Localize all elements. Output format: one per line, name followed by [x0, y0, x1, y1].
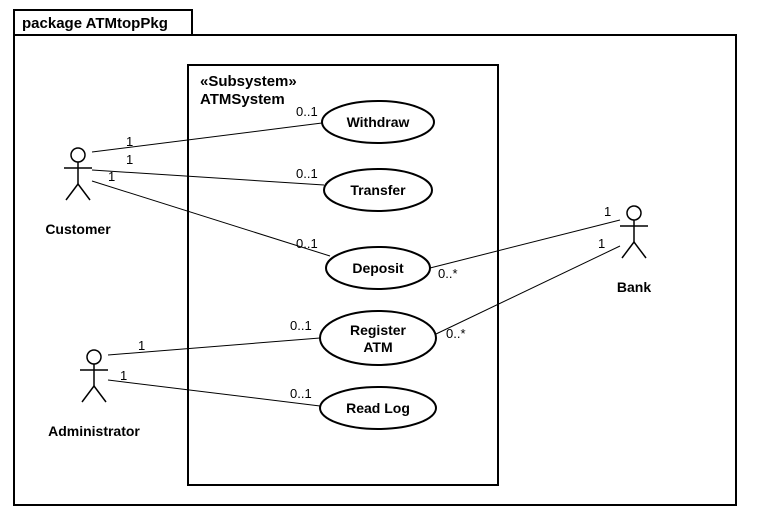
- usecase-label: Transfer: [350, 182, 406, 198]
- multiplicity-label: 0..*: [446, 326, 466, 341]
- actor-customer: Customer: [45, 148, 111, 237]
- actor-admin: Administrator: [48, 350, 140, 439]
- multiplicity-label: 0..1: [296, 236, 318, 251]
- usecase-diagram: package ATMtopPkg «Subsystem» ATMSystem …: [0, 0, 764, 520]
- multiplicity-label: 0..1: [296, 104, 318, 119]
- usecase-label: Read Log: [346, 400, 410, 416]
- multiplicity-label: 1: [138, 338, 145, 353]
- multiplicity-label: 1: [126, 134, 133, 149]
- subsystem-name: ATMSystem: [200, 91, 285, 108]
- usecase-label: Deposit: [352, 260, 404, 276]
- usecase-label: Register: [350, 322, 407, 338]
- association-line: [430, 220, 620, 268]
- subsystem-stereotype: «Subsystem»: [200, 73, 297, 90]
- actor-bank: Bank: [617, 206, 651, 295]
- multiplicity-label: 0..1: [290, 386, 312, 401]
- usecase-label: Withdraw: [347, 114, 410, 130]
- multiplicity-label: 1: [126, 152, 133, 167]
- association-line: [92, 181, 330, 256]
- usecases-layer: Withdraw Transfer Deposit RegisterATM Read L…: [320, 101, 436, 429]
- multiplicity-label: 1: [120, 368, 127, 383]
- actor-label: Administrator: [48, 423, 140, 439]
- multiplicity-label: 1: [598, 236, 605, 251]
- association-line: [108, 380, 320, 406]
- package-tab-label: package ATMtopPkg: [22, 15, 168, 32]
- multiplicity-label: 1: [108, 169, 115, 184]
- usecase-register: [320, 311, 436, 365]
- usecase-label: ATM: [363, 339, 392, 355]
- actor-label: Bank: [617, 279, 651, 295]
- association-line: [92, 170, 324, 185]
- multiplicity-label: 1: [604, 204, 611, 219]
- multiplicity-label: 0..1: [296, 166, 318, 181]
- multiplicity-label: 0..1: [290, 318, 312, 333]
- actor-label: Customer: [45, 221, 111, 237]
- multiplicity-label: 0..*: [438, 266, 458, 281]
